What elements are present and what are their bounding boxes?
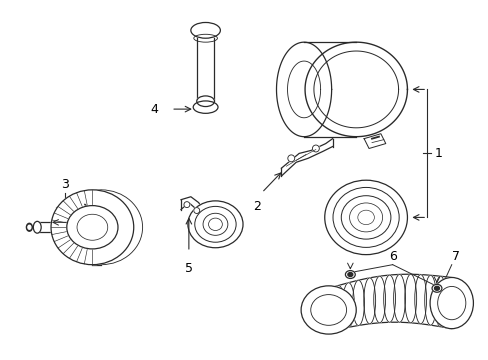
Ellipse shape (352, 280, 364, 325)
Circle shape (287, 155, 294, 162)
Ellipse shape (208, 218, 222, 230)
Text: 5: 5 (184, 262, 192, 275)
Circle shape (193, 208, 199, 213)
Ellipse shape (196, 96, 214, 107)
Ellipse shape (60, 190, 142, 265)
Ellipse shape (342, 283, 354, 327)
Ellipse shape (349, 203, 382, 232)
Ellipse shape (357, 210, 374, 225)
Ellipse shape (437, 287, 465, 320)
Ellipse shape (301, 286, 356, 334)
Ellipse shape (203, 213, 227, 235)
Ellipse shape (67, 206, 118, 249)
Ellipse shape (194, 206, 236, 242)
Ellipse shape (332, 188, 398, 247)
Ellipse shape (341, 196, 390, 239)
Ellipse shape (404, 274, 416, 323)
Ellipse shape (445, 278, 457, 329)
Ellipse shape (193, 34, 217, 42)
Ellipse shape (373, 276, 385, 323)
Text: 3: 3 (61, 179, 69, 192)
Text: 1: 1 (434, 147, 442, 160)
Text: 6: 6 (388, 250, 396, 263)
Ellipse shape (190, 22, 220, 38)
Ellipse shape (347, 273, 352, 276)
Ellipse shape (26, 223, 32, 231)
Ellipse shape (332, 285, 344, 329)
Ellipse shape (429, 278, 472, 329)
Text: 7: 7 (451, 250, 459, 263)
Text: 4: 4 (150, 103, 158, 116)
Ellipse shape (424, 275, 436, 325)
Ellipse shape (187, 201, 243, 248)
Ellipse shape (77, 214, 107, 240)
Ellipse shape (383, 275, 395, 322)
Ellipse shape (33, 221, 41, 233)
Ellipse shape (310, 294, 346, 325)
Ellipse shape (363, 278, 375, 324)
Ellipse shape (393, 274, 405, 322)
Circle shape (183, 202, 189, 208)
Ellipse shape (414, 275, 426, 324)
Ellipse shape (345, 271, 355, 278)
Ellipse shape (431, 284, 441, 292)
Ellipse shape (193, 101, 218, 113)
Ellipse shape (28, 225, 31, 229)
Circle shape (312, 145, 319, 152)
Ellipse shape (434, 276, 446, 327)
Ellipse shape (434, 286, 439, 290)
Ellipse shape (324, 180, 407, 255)
Text: 2: 2 (252, 200, 260, 213)
Ellipse shape (51, 190, 133, 265)
Ellipse shape (322, 288, 334, 332)
